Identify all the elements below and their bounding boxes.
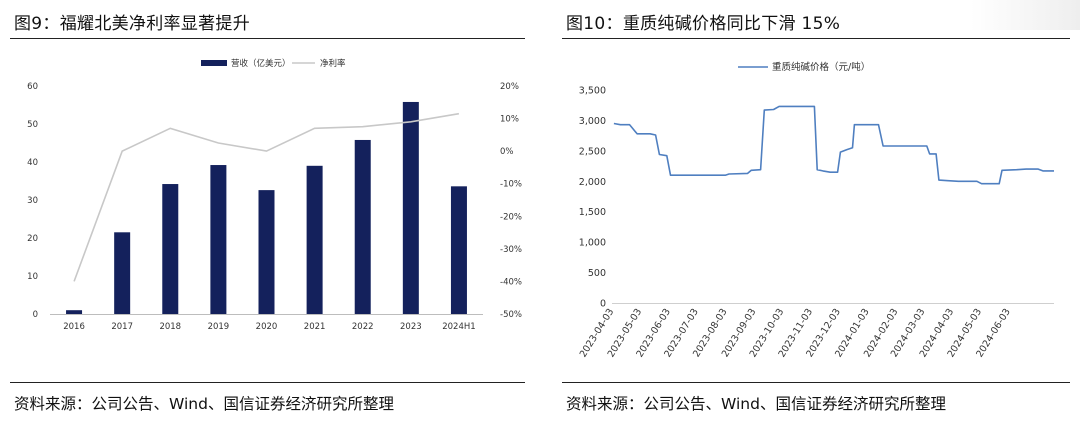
right-figure-panel: 图10：重质纯碱价格同比下滑 15% 0 500 1,000 1,500 2,000 2,… <box>552 0 1080 421</box>
title-rule <box>10 38 525 39</box>
y-left-tick-label: 40 <box>27 158 38 168</box>
legend-bar-swatch <box>201 60 227 66</box>
legend-bar-label: 营收（亿美元） <box>231 58 291 69</box>
y-right-tick-label: -30% <box>500 245 522 255</box>
revenue-bar <box>258 190 275 314</box>
legend-line-label: 净利率 <box>320 58 346 69</box>
y-right-tick-label: -20% <box>500 212 522 222</box>
y-tick-label: 0 <box>600 299 606 310</box>
y-left-tick-label: 50 <box>27 120 38 130</box>
y-right-tick-label: -10% <box>500 180 522 190</box>
revenue-bar <box>210 165 227 314</box>
source-rule <box>10 382 525 383</box>
y-left-tick-label: 0 <box>33 310 38 320</box>
y-right-tick-label: 0% <box>500 147 514 157</box>
y-tick-label: 500 <box>588 268 606 279</box>
y-right-tick-label: -40% <box>500 277 522 287</box>
y-right-tick-label: -50% <box>500 310 522 320</box>
x-tick-label: 2021 <box>304 322 326 332</box>
source-note: 资料来源：公司公告、Wind、国信证券经济研究所整理 <box>14 395 394 413</box>
x-tick-label: 2019 <box>208 322 230 332</box>
soda-ash-price-chart: 05001,0001,5002,0002,5003,0003,5002023-0… <box>578 61 1054 359</box>
y-tick-label: 1,000 <box>579 238 606 249</box>
revenue-bar <box>354 139 371 314</box>
title-rule <box>562 38 1070 39</box>
source-note: 资料来源：公司公告、Wind、国信证券经济研究所整理 <box>566 395 946 413</box>
y-tick-label: 3,000 <box>579 116 606 127</box>
y-tick-label: 1,500 <box>579 207 606 218</box>
revenue-bar <box>306 165 323 314</box>
y-tick-label: 2,000 <box>579 177 606 188</box>
left-figure-panel: 图9：福耀北美净利率显著提升 0 10 20 30 40 50 60 -50% -40% -30%… <box>0 0 535 421</box>
y-right-tick-label: 10% <box>500 115 519 125</box>
figure-10-title: 图10：重质纯碱价格同比下滑 15% <box>566 14 841 34</box>
figure-9-title: 图9：福耀北美净利率显著提升 <box>14 14 251 34</box>
revenue-bar <box>66 310 83 314</box>
price-line <box>613 105 1054 185</box>
y-left-tick-label: 20 <box>27 234 38 244</box>
revenue-bar <box>450 186 467 314</box>
legend-label: 重质纯碱价格（元/吨） <box>772 61 870 73</box>
y-left-tick-label: 60 <box>27 82 38 92</box>
net-margin-line <box>73 112 460 282</box>
y-tick-label: 3,500 <box>579 86 606 97</box>
revenue-bar <box>162 184 179 314</box>
y-left-tick-label: 10 <box>27 272 38 282</box>
x-tick-label: 2016 <box>63 322 85 332</box>
revenue-bar <box>114 232 131 314</box>
revenue-margin-chart: 0 10 20 30 40 50 60 -50% -40% -30% -20% -10% 0% 10% 20… <box>27 58 522 332</box>
x-tick-label: 2023 <box>400 322 422 332</box>
y-right-tick-label: 20% <box>500 82 519 92</box>
y-left-tick-label: 30 <box>27 196 38 206</box>
revenue-bar <box>402 101 419 315</box>
y-tick-label: 2,500 <box>579 146 606 157</box>
x-tick-label: 2024H1 <box>442 322 475 332</box>
x-tick-label: 2017 <box>111 322 133 332</box>
x-tick-label: 2022 <box>352 322 374 332</box>
source-rule <box>562 382 1070 383</box>
x-tick-label: 2020 <box>256 322 278 332</box>
corner-shade <box>970 0 1080 30</box>
x-tick-label: 2018 <box>159 322 181 332</box>
